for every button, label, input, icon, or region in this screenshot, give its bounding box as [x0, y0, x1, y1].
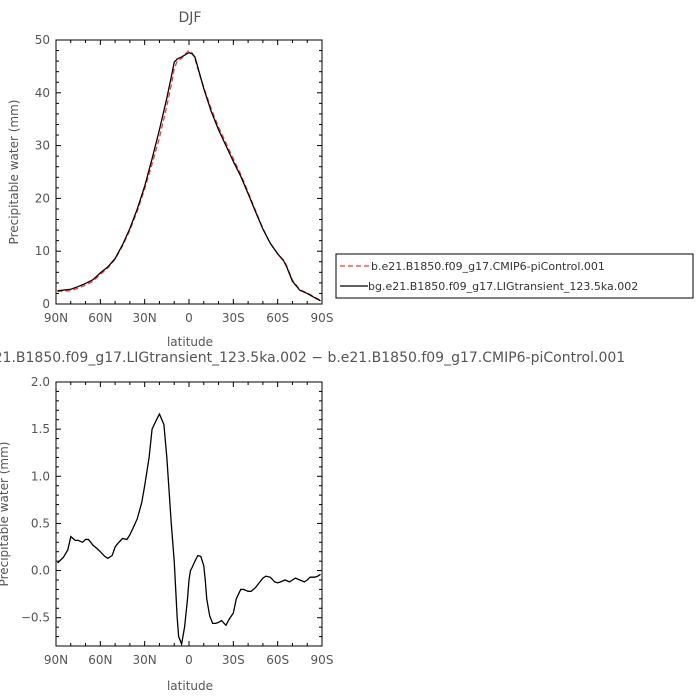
- bottom-series-lines: [57, 412, 321, 647]
- bottom-series-line-0: [57, 412, 321, 647]
- bottom-panel: bg.e21.B1850.f09_g17.LIGtransient_123.5k…: [0, 350, 625, 693]
- legend-label-picontrol: b.e21.B1850.f09_g17.CMIP6-piControl.001: [371, 260, 605, 273]
- top-axis-ticks: 90N 60N 30N 0 30S 60S 90S 0 10 20 30 40 50: [35, 33, 334, 325]
- bottom-y-tick-label: 0.5: [31, 516, 50, 530]
- legend-box: [335, 253, 694, 299]
- top-y-axis-label: Precipitable water (mm): [7, 100, 21, 245]
- bottom-x-tick-label: 60S: [266, 653, 289, 667]
- top-panel: DJF Precipitable water (mm) latitude 90N…: [7, 10, 333, 349]
- bottom-y-tick-label: 2.0: [31, 375, 50, 389]
- bottom-x-tick-label: 90N: [44, 653, 68, 667]
- bottom-axis-ticks: 90N 60N 30N 0 30S 60S 90S −0.5 0.0 0.5 1.0 1.5 2.0: [21, 375, 334, 667]
- top-y-tick-label: 20: [35, 191, 50, 205]
- top-plot-frame: [55, 39, 323, 305]
- top-x-tick-label: 60S: [266, 311, 289, 325]
- bottom-x-tick-label: 60N: [88, 653, 112, 667]
- bottom-chart-title: bg.e21.B1850.f09_g17.LIGtransient_123.5k…: [0, 350, 625, 366]
- bottom-y-tick-label: −0.5: [21, 611, 50, 625]
- top-series-line-0: [57, 49, 321, 301]
- top-x-tick-label: 60N: [88, 311, 112, 325]
- top-y-tick-label: 50: [35, 33, 50, 47]
- top-x-tick-label: 30S: [222, 311, 245, 325]
- top-y-tick-label: 30: [35, 139, 50, 153]
- bottom-x-tick-label: 30S: [222, 653, 245, 667]
- bottom-y-tick-label: 1.5: [31, 422, 50, 436]
- bottom-x-tick-label: 0: [185, 653, 193, 667]
- top-x-tick-label: 90S: [311, 311, 334, 325]
- bottom-x-axis-label: latitude: [167, 679, 213, 693]
- top-series-lines: [57, 49, 321, 302]
- bottom-x-tick-label: 30N: [133, 653, 157, 667]
- top-x-tick-label: 90N: [44, 311, 68, 325]
- top-x-tick-label: 30N: [133, 311, 157, 325]
- top-chart-title: DJF: [179, 10, 202, 26]
- top-y-tick-label: 40: [35, 86, 50, 100]
- bottom-y-tick-label: 1.0: [31, 469, 50, 483]
- top-y-tick-label: 0: [42, 297, 50, 311]
- top-y-tick-label: 10: [35, 244, 50, 258]
- bottom-y-axis-label: Precipitable water (mm): [0, 442, 11, 587]
- top-series-line-1: [57, 51, 321, 302]
- bottom-x-tick-label: 90S: [311, 653, 334, 667]
- bottom-y-tick-label: 0.0: [31, 564, 50, 578]
- bottom-plot-frame: [55, 381, 323, 647]
- legend: b.e21.B1850.f09_g17.CMIP6-piControl.001 …: [335, 253, 694, 299]
- legend-label-lig: bg.e21.B1850.f09_g17.LIGtransient_123.5k…: [368, 280, 638, 293]
- top-x-axis-label: latitude: [167, 335, 213, 349]
- top-x-tick-label: 0: [185, 311, 193, 325]
